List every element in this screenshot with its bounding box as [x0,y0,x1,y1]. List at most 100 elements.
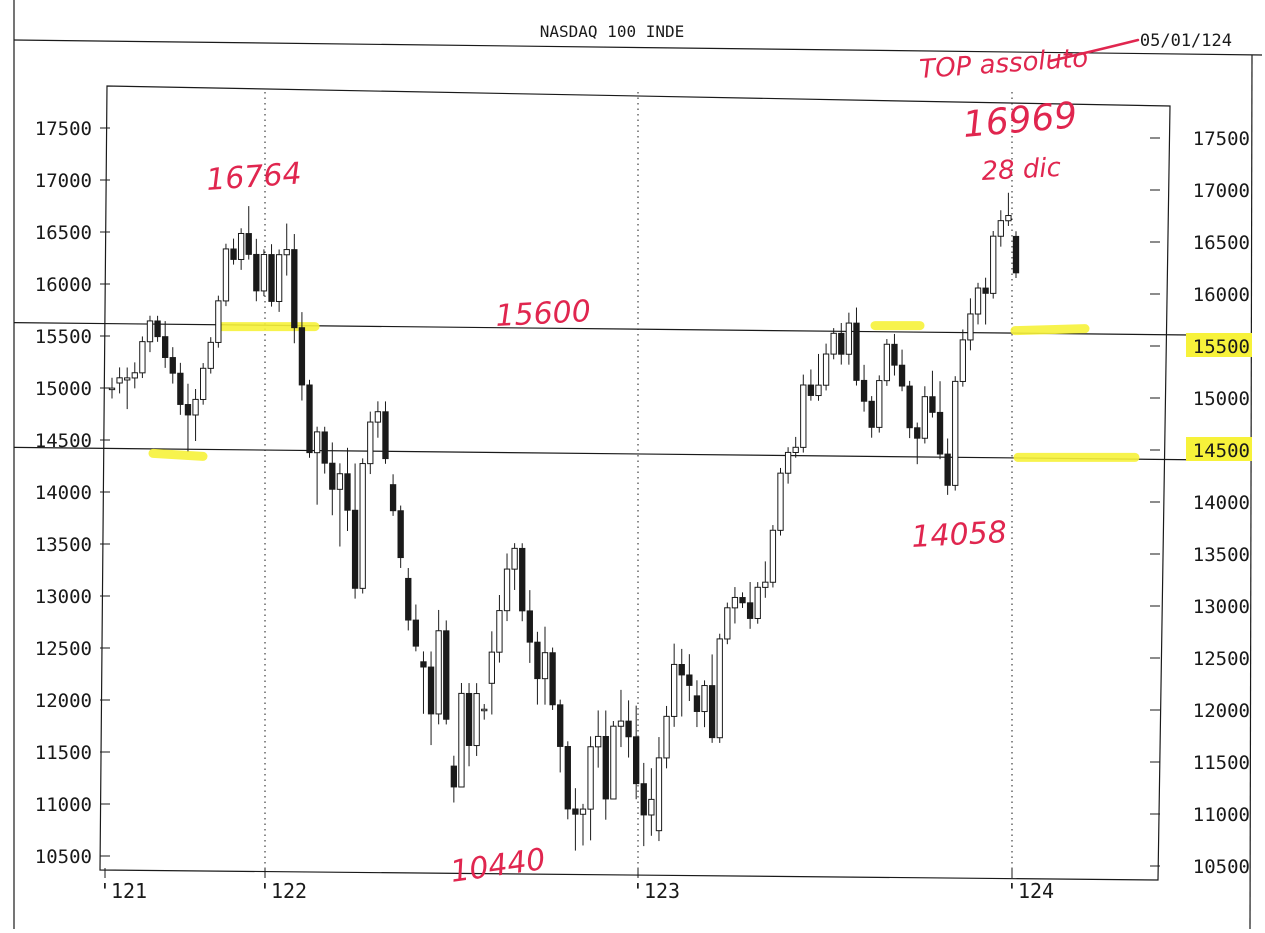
candle-body-down [944,453,951,486]
candle [291,234,298,344]
candle [853,307,860,386]
candle-body-up [283,249,290,256]
candle [731,587,739,624]
candle [526,590,533,663]
candle [579,803,587,846]
candle-body-up [496,610,503,653]
candle [739,592,746,608]
candle [701,680,708,728]
candle [503,553,511,622]
candle-body-down [382,411,389,460]
candle-body-down [443,630,450,720]
candle-body-up [200,367,207,400]
candle [329,442,336,516]
candle-body-down [678,664,685,676]
candle [306,379,313,458]
candle-body-up [313,431,321,454]
candle-body-up [967,313,974,341]
candle [617,689,625,748]
y-tick-label: 12500 [35,638,92,660]
candle [443,620,450,725]
candle [222,243,230,307]
candle [564,741,571,820]
candle-body-up [367,421,374,465]
candle [275,249,283,312]
candle-body-up [108,387,116,391]
candle-body-up [435,630,442,715]
candle-body-up [815,384,822,397]
candle [838,322,845,365]
candle-body-down [625,720,632,738]
candle [693,680,701,728]
candle [974,282,982,325]
candle-body-down [526,610,533,643]
candle-body-down [397,510,404,559]
candle-body-down [351,509,359,589]
candle-body-up [192,398,199,416]
candle [716,633,723,743]
candle-body-up [124,377,131,381]
candle-body-down [291,249,298,329]
x-tick-label: '123 [632,879,680,903]
candle [655,737,663,842]
y-tick-label: 15500 [1193,336,1250,358]
candle-body-down [633,736,640,785]
y-tick-label: 17000 [1193,180,1250,202]
candle-body-up [670,663,678,717]
candle-body-down [245,233,252,255]
candle-body-up [139,341,146,374]
candle [633,705,640,800]
candle [200,363,207,405]
candle-body-down [268,254,275,302]
x-axis: '121 '122 '123 '124 [99,868,1054,903]
candle-body-up [921,396,928,439]
candle-body-up [458,692,465,788]
handwritten-annotations: 16764 15600 TOP assoluto 16969 28 dic 10… [205,43,1089,890]
candle [868,396,875,438]
candle [1005,192,1012,226]
candle [640,762,647,847]
candle [1012,231,1020,279]
candle [944,438,951,495]
candle [124,367,131,410]
right-y-axis: 10500 11000 11500 12000 12500 13000 13500 14000… [1150,128,1250,878]
candle [876,375,883,433]
y-tick-label: 13000 [1193,596,1250,618]
candle [283,223,290,276]
candle-body-down [914,427,921,439]
candle-body-down [329,462,336,490]
y-tick-label: 13000 [35,586,92,608]
candle-body-up [845,322,853,355]
candle [670,643,678,727]
y-tick-label: 16500 [1193,232,1250,254]
candle [967,298,974,351]
candle [754,582,761,624]
candle-body-up [237,232,245,260]
candle-body-down [549,652,556,706]
candle-body-down [891,343,898,366]
candle [496,594,503,663]
candle-body-up [876,380,883,428]
y-tick-label: 14500 [1193,440,1250,462]
candle-body-up [541,652,549,680]
candle-body-up [260,254,268,292]
candle [549,647,556,710]
y-tick-label: 17500 [35,118,92,140]
y-tick-label: 10500 [35,846,92,868]
candle [519,543,526,622]
candle-body-up [481,708,488,712]
candle-body-up [974,287,982,315]
candle-body-up [610,725,617,800]
candle-body-up [116,377,123,384]
candle-body-up [754,586,761,620]
candle [891,333,898,376]
candle-body-down [253,253,260,292]
candle-body-up [222,248,230,302]
candle-body-up [777,472,784,531]
candle [929,370,936,418]
y-tick-label: 16500 [35,222,92,244]
candle [936,381,944,460]
candle-body-down [420,661,427,668]
y-tick-label: 12000 [35,690,92,712]
